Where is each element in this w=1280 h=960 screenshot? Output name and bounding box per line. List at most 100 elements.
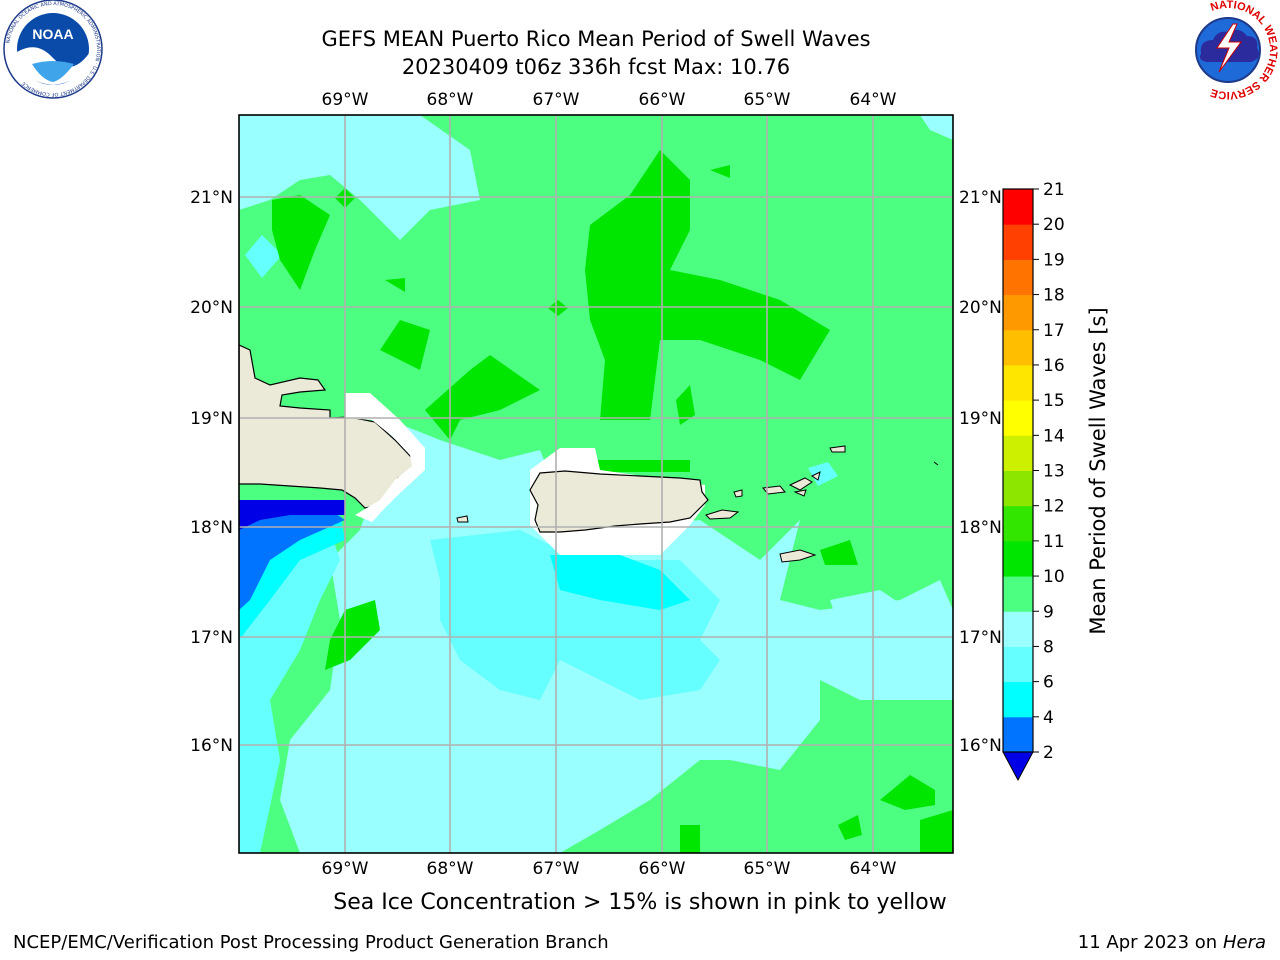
colorbar-segment xyxy=(1003,576,1033,612)
swell-region-10-11 xyxy=(680,825,700,853)
lat-label-left: 20°N xyxy=(190,298,233,318)
colorbar-tick-label: 14 xyxy=(1043,426,1065,446)
swell-region-10-11 xyxy=(585,150,830,420)
lat-label-left: 19°N xyxy=(190,409,233,429)
swell-region-2-4 xyxy=(239,510,345,610)
lon-label-top: 64°W xyxy=(850,90,897,110)
colorbar-tick-label: 8 xyxy=(1043,637,1054,657)
colorbar-tick-label: 4 xyxy=(1043,708,1054,728)
colorbar-tick-label: 12 xyxy=(1043,497,1065,517)
colorbar: 2 4 6 8 9 10 11 12 13 14 15 16 17 18 19 20 21 xyxy=(1002,180,1065,782)
swell-region-10-11 xyxy=(325,600,380,670)
lon-label-top: 66°W xyxy=(639,90,686,110)
colorbar-segment xyxy=(1003,189,1033,225)
lon-label-top: 68°W xyxy=(427,90,474,110)
colorbar-segment xyxy=(1003,224,1033,260)
swell-region-10-11 xyxy=(820,540,858,565)
chart-title-line2: 20230409 t06z 336h fcst Max: 10.76 xyxy=(401,55,791,79)
colorbar-tick-label: 17 xyxy=(1043,321,1065,341)
swell-region-8-9 xyxy=(830,590,910,650)
footer-machine: Hera xyxy=(1222,932,1266,953)
colorbar-segment xyxy=(1003,364,1033,401)
map-plot-area xyxy=(239,115,953,853)
colorbar-segment xyxy=(1003,470,1033,507)
vieques-island xyxy=(705,509,740,520)
colorbar-tick-label: 11 xyxy=(1043,532,1065,552)
colorbar-segment xyxy=(1003,505,1033,542)
colorbar-tick-label: 19 xyxy=(1043,250,1065,270)
swell-region-10-11 xyxy=(838,815,862,840)
lon-label-top: 65°W xyxy=(744,90,791,110)
lat-label-left: 17°N xyxy=(190,628,233,648)
culebra-island xyxy=(733,489,743,498)
colorbar-segment xyxy=(1003,540,1033,577)
st-croix-island xyxy=(779,549,817,563)
swell-region-10-11 xyxy=(380,320,430,370)
lat-label-left: 16°N xyxy=(190,736,233,756)
lon-label-bottom: 64°W xyxy=(850,859,897,879)
swell-region-10-11 xyxy=(880,775,935,810)
colorbar-tick-label: 9 xyxy=(1043,602,1054,622)
colorbar-tick-label: 6 xyxy=(1043,673,1054,693)
colorbar-tick-label: 16 xyxy=(1043,356,1065,376)
sea-ice-note: Sea Ice Concentration > 15% is shown in … xyxy=(333,890,947,915)
lon-label-bottom: 65°W xyxy=(744,859,791,879)
colorbar-segment xyxy=(1003,294,1033,331)
colorbar-segment xyxy=(1003,435,1033,471)
colorbar-tick-label: 10 xyxy=(1043,567,1065,587)
swell-region-10-11 xyxy=(710,165,730,178)
swell-region-6-8 xyxy=(808,462,838,486)
colorbar-segment xyxy=(1003,400,1033,436)
mona-passage-white xyxy=(530,448,600,472)
colorbar-tick-label: 20 xyxy=(1043,215,1065,235)
swell-region-8-9 xyxy=(920,115,953,140)
lon-label-top: 67°W xyxy=(533,90,580,110)
noaa-logo: NOAA NATIONAL OCEANIC AND ATMOSPHERIC AD… xyxy=(2,0,104,102)
colorbar-segment xyxy=(1003,646,1033,683)
swell-region-10-11 xyxy=(385,278,405,292)
colorbar-segment xyxy=(1003,681,1033,718)
anguilla-island xyxy=(933,461,939,466)
lon-label-top: 69°W xyxy=(322,90,369,110)
colorbar-extend-arrow xyxy=(1002,751,1034,782)
noaa-logo-text: NOAA xyxy=(32,26,73,42)
colorbar-label: Mean Period of Swell Waves [s] xyxy=(1086,307,1110,634)
footer-date: 11 Apr 2023 on Hera xyxy=(1078,932,1266,953)
colorbar-segment xyxy=(1003,716,1033,753)
footer-credit: NCEP/EMC/Verification Post Processing Pr… xyxy=(13,932,609,953)
lon-label-bottom: 67°W xyxy=(533,859,580,879)
lat-label-right: 19°N xyxy=(959,409,1002,429)
colorbar-segment xyxy=(1003,329,1033,366)
lat-label-right: 17°N xyxy=(959,628,1002,648)
colorbar-tick-label: 21 xyxy=(1043,180,1065,200)
colorbar-tick-label: 15 xyxy=(1043,391,1065,411)
colorbar-segment xyxy=(1003,611,1033,647)
desecheo-island xyxy=(456,515,469,523)
swell-region-0-2 xyxy=(239,500,345,530)
chart-title-line1: GEFS MEAN Puerto Rico Mean Period of Swe… xyxy=(321,27,871,51)
lon-label-bottom: 66°W xyxy=(639,859,686,879)
colorbar-tick-label: 13 xyxy=(1043,462,1065,482)
colorbar-tick-label: 2 xyxy=(1043,743,1054,763)
map-gridlines xyxy=(239,115,953,853)
lat-label-right: 16°N xyxy=(959,736,1002,756)
swell-region-6-8 xyxy=(245,235,282,278)
lon-label-bottom: 69°W xyxy=(322,859,369,879)
swell-region-10-11 xyxy=(548,300,568,316)
map-frame xyxy=(238,114,954,854)
lat-label-right: 21°N xyxy=(959,188,1002,208)
lat-label-right: 18°N xyxy=(959,518,1002,538)
colorbar-segment xyxy=(1003,259,1033,296)
anegada-island xyxy=(829,445,846,453)
swell-region-10-11 xyxy=(676,385,695,425)
swell-region-4-6 xyxy=(550,555,690,610)
swell-region-10-11 xyxy=(272,195,330,290)
lat-label-left: 18°N xyxy=(190,518,233,538)
footer-date-text: 11 Apr 2023 on xyxy=(1077,932,1223,953)
puerto-rico-land xyxy=(529,470,709,533)
nws-logo: NATIONAL WEATHER SERVICE xyxy=(1177,0,1279,102)
virgin-islands xyxy=(762,471,821,497)
swell-region-10-11 xyxy=(595,460,690,472)
colorbar-tick-label: 18 xyxy=(1043,286,1065,306)
